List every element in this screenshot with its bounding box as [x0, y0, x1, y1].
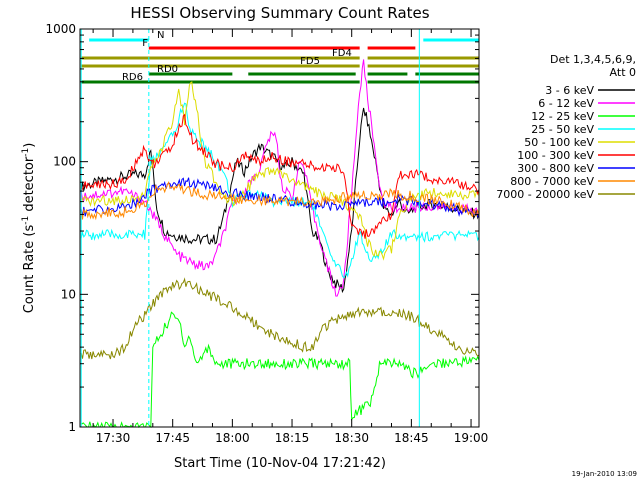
y-tick-label: 1 [68, 420, 76, 434]
y-label-sup2: -1 [21, 148, 31, 157]
x-tick-label: 18:45 [394, 431, 429, 445]
x-tick-label: 17:30 [96, 431, 131, 445]
y-label-part3: ) [22, 143, 37, 148]
y-label-sup1: -1 [21, 216, 31, 225]
footer-timestamp: 19-Jan-2010 13:09 [572, 470, 637, 478]
legend-label: 800 - 7000 keV [510, 175, 594, 188]
flag-label: F [142, 38, 148, 49]
legend-label: 25 - 50 keV [531, 123, 594, 136]
x-tick-label: 17:45 [155, 431, 190, 445]
y-label-part2: detector [22, 156, 37, 216]
y-tick-label: 1000 [45, 22, 76, 36]
legend-label: 6 - 12 keV [538, 97, 594, 110]
series-lines [80, 59, 480, 429]
x-tick-label: 19:00 [454, 431, 489, 445]
plot-frame [79, 28, 480, 428]
flag-bars: NF FD4 FD5 RD0 RD6 [81, 30, 479, 84]
y-tick-label: 10 [61, 287, 76, 301]
x-tick-label: 18:00 [215, 431, 250, 445]
flag-label: FD4 [332, 48, 352, 59]
series-line [81, 311, 480, 429]
flag-label: N [157, 30, 164, 41]
legend-label: 100 - 300 keV [517, 149, 594, 162]
series-line [80, 277, 480, 360]
series-line [80, 107, 480, 294]
flag-label: RD6 [122, 72, 143, 83]
legend-label: 12 - 25 keV [531, 110, 594, 123]
legend-label: 300 - 800 keV [517, 162, 594, 175]
legend-label: 7000 - 20000 keV [496, 188, 594, 201]
x-axis-label: Start Time (10-Nov-04 17:21:42) [174, 456, 386, 471]
series-line [80, 102, 480, 279]
series-line [80, 113, 480, 239]
chart-title: HESSI Observing Summary Count Rates [130, 4, 429, 22]
x-tick-label: 18:15 [275, 431, 310, 445]
y-axis-label: Count Rate (s-1 detector-1) [21, 143, 37, 314]
y-tick-label: 100 [53, 155, 76, 169]
series-line [80, 180, 480, 221]
x-tick-label: 18:30 [334, 431, 369, 445]
flag-label: FD5 [300, 56, 320, 67]
axes: 17:30 17:45 18:00 18:15 18:30 18:45 19:00 1 10 10… [45, 22, 488, 445]
flag-label: RD0 [157, 64, 178, 75]
legend-label: 3 - 6 keV [545, 84, 594, 97]
legend-header: Att 0 [610, 66, 636, 79]
legend-label: 50 - 100 keV [524, 136, 594, 149]
legend-header: Det 1,3,4,5,6,9, [550, 53, 636, 66]
y-label-part1: Count Rate (s [22, 225, 37, 314]
series-line [80, 177, 480, 218]
